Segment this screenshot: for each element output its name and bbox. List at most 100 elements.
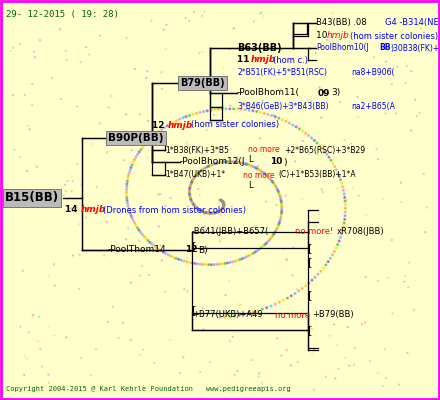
Point <box>220 64 227 71</box>
Point <box>276 299 283 306</box>
Point <box>73 161 81 167</box>
Point <box>197 369 204 375</box>
Text: hmjb: hmjb <box>327 32 350 40</box>
Point <box>287 362 294 368</box>
Point <box>277 194 284 200</box>
Text: no more!: no more! <box>295 228 333 236</box>
Point <box>144 237 151 244</box>
Text: BB: BB <box>379 44 391 52</box>
Point <box>178 257 185 264</box>
Point <box>327 255 334 262</box>
Point <box>268 112 275 119</box>
Point <box>45 380 52 386</box>
Point <box>216 238 224 245</box>
Point <box>275 223 282 230</box>
Point <box>68 205 75 212</box>
Text: )30B38(FK)+3: )30B38(FK)+3 <box>390 44 440 52</box>
Point <box>187 194 194 200</box>
Text: -PoolThom14: -PoolThom14 <box>108 246 167 254</box>
Point <box>131 220 138 226</box>
Point <box>233 155 240 161</box>
Point <box>412 96 419 103</box>
Point <box>119 320 126 326</box>
Point <box>318 114 325 121</box>
Point <box>155 223 162 230</box>
Point <box>259 97 266 104</box>
Point <box>63 57 70 63</box>
Text: hmjb: hmjb <box>81 206 106 214</box>
Point <box>187 196 194 202</box>
Text: [: [ <box>308 257 312 267</box>
Point <box>259 168 266 175</box>
Point <box>167 195 174 201</box>
Point <box>305 151 312 157</box>
Point <box>10 44 17 51</box>
Text: (hom sister colonies): (hom sister colonies) <box>350 32 438 40</box>
Point <box>33 164 40 170</box>
Point <box>200 209 207 215</box>
Point <box>11 146 18 153</box>
Point <box>312 50 319 56</box>
Point <box>180 258 187 264</box>
Point <box>314 100 321 106</box>
Point <box>336 99 343 105</box>
Point <box>241 160 248 167</box>
Point <box>207 210 214 216</box>
Point <box>219 198 226 204</box>
Point <box>161 124 168 131</box>
Point <box>333 245 340 251</box>
Point <box>352 345 359 351</box>
Point <box>327 157 334 164</box>
Point <box>193 242 200 248</box>
Point <box>249 163 257 170</box>
Text: 12: 12 <box>185 246 198 254</box>
Point <box>37 346 44 352</box>
Point <box>226 313 233 320</box>
Point <box>213 206 220 212</box>
Point <box>220 200 227 206</box>
Point <box>311 137 318 144</box>
Point <box>124 181 131 187</box>
Point <box>234 106 241 112</box>
Point <box>264 111 271 118</box>
Point <box>420 171 427 177</box>
Point <box>204 108 211 114</box>
Point <box>218 159 225 166</box>
Point <box>192 173 199 179</box>
Point <box>245 310 252 316</box>
Point <box>282 118 290 124</box>
Point <box>215 106 222 112</box>
Point <box>406 259 413 266</box>
Point <box>315 271 322 278</box>
Point <box>187 197 194 203</box>
Point <box>190 201 197 207</box>
Point <box>202 261 209 268</box>
Point <box>234 257 241 264</box>
Point <box>194 171 201 177</box>
Point <box>277 196 284 202</box>
Point <box>340 223 347 230</box>
Point <box>282 192 289 199</box>
Point <box>272 114 279 120</box>
Point <box>45 272 52 279</box>
Point <box>346 362 353 369</box>
Point <box>76 286 83 292</box>
Point <box>196 50 203 56</box>
Point <box>139 144 147 150</box>
Point <box>153 244 160 251</box>
Point <box>183 140 190 146</box>
Point <box>150 243 158 249</box>
Point <box>196 192 203 198</box>
Point <box>329 252 336 258</box>
Point <box>194 261 201 267</box>
Point <box>192 203 199 210</box>
Point <box>187 193 194 200</box>
Point <box>278 207 285 213</box>
Point <box>186 259 193 266</box>
Text: 3*B46(GeB)+3*B43(BB): 3*B46(GeB)+3*B43(BB) <box>237 102 329 112</box>
Point <box>218 206 225 213</box>
Point <box>252 249 259 255</box>
Point <box>210 161 217 167</box>
Point <box>220 199 227 205</box>
Point <box>333 167 340 173</box>
